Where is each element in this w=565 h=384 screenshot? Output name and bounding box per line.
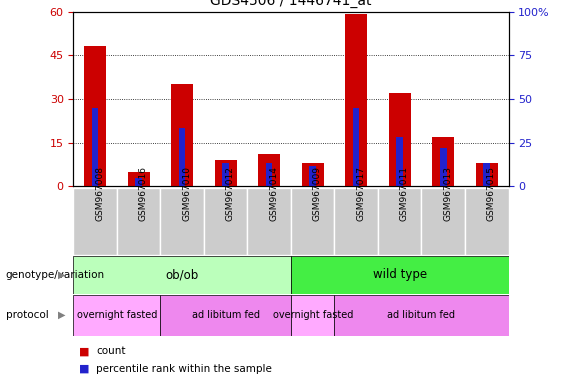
Bar <box>117 188 160 255</box>
Text: GSM967013: GSM967013 <box>443 166 452 221</box>
Bar <box>179 128 185 186</box>
Bar <box>334 295 508 336</box>
Bar <box>302 163 324 186</box>
Text: overnight fasted: overnight fasted <box>77 310 157 320</box>
Text: GSM967014: GSM967014 <box>270 166 278 221</box>
Bar <box>223 163 229 186</box>
Bar <box>440 148 446 186</box>
Bar <box>73 256 291 294</box>
Bar <box>258 154 280 186</box>
Bar <box>204 188 247 255</box>
Text: ■: ■ <box>79 346 90 356</box>
Bar <box>291 295 334 336</box>
Bar <box>73 188 117 255</box>
Text: ad libitum fed: ad libitum fed <box>388 310 455 320</box>
Bar <box>421 188 465 255</box>
Text: count: count <box>96 346 125 356</box>
Bar <box>291 188 334 255</box>
Bar <box>397 137 403 186</box>
Bar <box>136 177 142 186</box>
Bar <box>247 188 291 255</box>
Title: GDS4506 / 1446741_at: GDS4506 / 1446741_at <box>210 0 372 8</box>
Text: genotype/variation: genotype/variation <box>6 270 105 280</box>
Bar <box>345 15 367 186</box>
Bar <box>389 93 411 186</box>
Text: GSM967011: GSM967011 <box>400 166 408 221</box>
Bar <box>476 163 498 186</box>
Text: GSM967012: GSM967012 <box>226 166 234 221</box>
Bar <box>160 295 291 336</box>
Bar <box>171 84 193 186</box>
Bar <box>266 163 272 186</box>
Bar <box>92 108 98 186</box>
Bar <box>160 188 204 255</box>
Text: protocol: protocol <box>6 310 49 320</box>
Bar <box>378 188 421 255</box>
Text: overnight fasted: overnight fasted <box>272 310 353 320</box>
Bar <box>128 172 150 186</box>
Text: GSM967016: GSM967016 <box>139 166 147 221</box>
Bar <box>465 188 508 255</box>
Text: percentile rank within the sample: percentile rank within the sample <box>96 364 272 374</box>
Text: wild type: wild type <box>373 268 427 281</box>
Text: ▶: ▶ <box>58 310 65 320</box>
Text: GSM967015: GSM967015 <box>487 166 496 221</box>
Text: ▶: ▶ <box>58 270 65 280</box>
Text: ad libitum fed: ad libitum fed <box>192 310 260 320</box>
Bar <box>310 166 316 186</box>
Text: GSM967008: GSM967008 <box>95 166 104 221</box>
Bar <box>484 163 490 186</box>
Text: GSM967010: GSM967010 <box>182 166 191 221</box>
Text: GSM967009: GSM967009 <box>313 166 321 221</box>
Bar <box>291 256 508 294</box>
Bar <box>334 188 378 255</box>
Bar <box>353 108 359 186</box>
Bar <box>84 46 106 186</box>
Bar <box>215 160 237 186</box>
Bar <box>73 295 160 336</box>
Text: GSM967017: GSM967017 <box>357 166 365 221</box>
Text: ■: ■ <box>79 364 90 374</box>
Bar <box>432 137 454 186</box>
Text: ob/ob: ob/ob <box>166 268 199 281</box>
